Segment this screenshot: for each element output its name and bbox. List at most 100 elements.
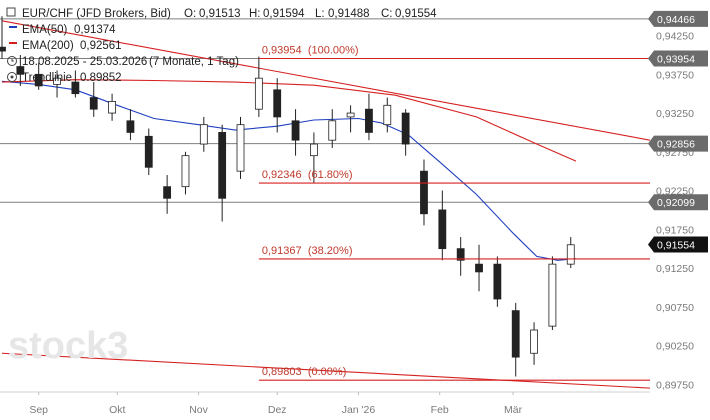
y-tick-label: 0,89750 [656,379,694,391]
candle [475,244,483,292]
candle-body [199,124,208,145]
x-tick-label: Mär [504,404,523,416]
candle [199,116,208,152]
fib-label-price: 0,91367 [262,245,302,257]
candle-body [401,112,410,145]
x-tick-label: Dez [268,404,287,416]
y-tick-label: 0,91750 [656,224,694,236]
candle [566,237,575,269]
candle-body [548,263,557,327]
trendline-0 [1,20,651,141]
candle [456,237,465,276]
candle-body [89,97,98,110]
ohlc-high-value: 0,91594 [263,8,305,20]
candle-body [309,143,318,157]
trendline-1 [1,352,651,389]
candle [16,54,25,86]
candle-body [328,120,337,141]
candle-body [438,209,447,250]
price-badge: 0,91554 [648,236,708,253]
x-tick-label: Sep [29,404,48,416]
watermark: stock3 [8,325,128,367]
candle [365,93,373,141]
candle-body [71,81,80,95]
trendline-layer [1,20,651,389]
candle [254,56,263,117]
candle-body [254,77,263,110]
x-tick-label: Jan '26 [342,404,376,416]
price-badge-bg [648,50,708,67]
candle [328,109,337,148]
candle-layer [0,16,575,377]
candle-body [16,66,25,75]
candle [34,62,43,90]
candle-body [383,104,392,126]
candle-body [181,155,190,188]
y-tick-label: 0,91250 [656,263,694,275]
candle [548,256,557,331]
collapse-icon[interactable] [6,7,16,17]
symbol-title: EUR/CHF (JFD Brokers, Bid) [22,8,171,20]
ema200-legend-value: 0,92561 [80,40,122,52]
candle [438,190,447,261]
candle [163,175,172,214]
candle-body [144,135,153,168]
ohlc-low-value: 0,91488 [328,8,370,20]
candle-body [126,120,135,133]
candle-body [34,73,43,87]
candle [126,109,135,141]
period-range: 18.08.2025 - 25.03.2026 [22,56,147,68]
candle-body [236,124,245,172]
ohlc-high-label: H: [249,8,261,20]
price-badge: 0,93954 [648,50,708,67]
legend: EUR/CHF (JFD Brokers, Bid) O: 0,91513 H:… [6,7,437,84]
candle [144,128,153,176]
price-badge-text: 0,92099 [657,197,695,209]
y-tick-label: 0,93750 [656,69,694,81]
candle-body [566,244,575,265]
x-tick-label: Okt [109,404,125,416]
candle [236,116,245,179]
trendline-legend-label: Trendlinie [22,72,72,84]
candle [420,159,428,226]
candle-body [420,170,428,215]
trendline-icon [7,72,17,82]
y-tick-label: 0,94250 [656,31,694,43]
fib-label-pct: (38.20%) [308,245,353,257]
price-badge: 0,94466 [648,10,708,27]
clock-icon [7,56,17,66]
candle [401,109,410,156]
candle [53,70,61,98]
candle-body [0,46,6,52]
candle [346,105,355,133]
price-badge-layer: 0,94466 0,93954 0,92856 0,92099 0,91554 [648,10,708,253]
price-badge-bg [648,194,708,211]
price-badge: 0,92099 [648,194,708,211]
ema50-swatch [9,26,17,28]
ohlc-low-label: L: [315,8,325,20]
candle [530,322,538,365]
y-tick-label: 0,90250 [656,341,694,353]
fib-label-pct: (0.00%) [308,366,347,378]
price-badge-text: 0,92856 [657,139,695,151]
ema50-legend-value: 0,91374 [74,24,116,36]
price-badge-text: 0,94466 [657,14,695,26]
x-tick-label: Feb [431,404,449,416]
price-badge-bg [648,236,708,253]
fib-label-price: 0,89803 [262,366,302,378]
ema200-swatch [9,42,17,44]
candle [383,97,392,133]
ohlc-open-label: O: [184,8,196,20]
candle-body [108,101,116,114]
candle [309,132,318,183]
price-badge-text: 0,91554 [657,239,695,251]
candle [71,70,80,98]
ema200-legend-label: EMA(200) [22,40,74,52]
candle [273,78,282,133]
candle-body [291,120,300,141]
fib-label-price: 0,92346 [262,169,302,181]
candle [89,82,98,117]
fib-label-pct: (100.00%) [308,45,359,57]
